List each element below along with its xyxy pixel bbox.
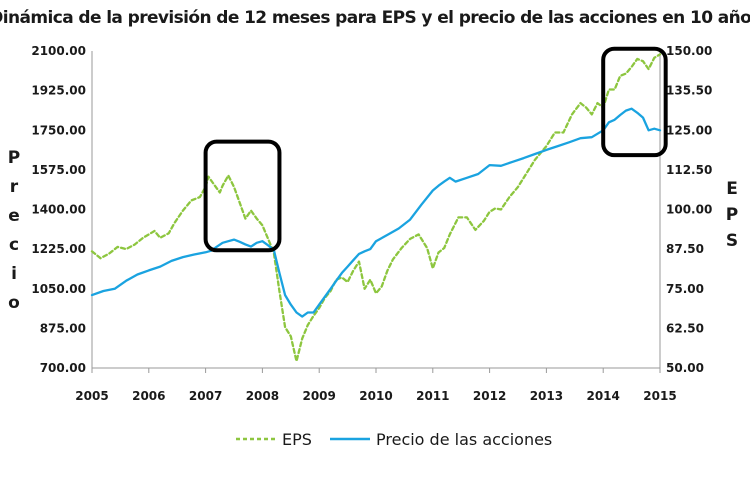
chart-title: Dinámica de la previsión de 12 meses par… [0,8,750,28]
legend-price-label: Precio de las acciones [376,430,552,449]
axis-label-letter: i [11,264,17,284]
x-tick-label: 2006 [132,389,165,403]
eps-series-line [90,53,662,363]
highlight-box-2 [601,46,668,158]
axis-label-letter: r [10,177,19,197]
axis-label-letter: P [8,148,20,168]
y-axis-left-ticks: 700.00 875.00 1050.00 1225.00 1400.00 1575.00… [31,44,86,375]
y-left-tick-label: 1925.00 [31,84,86,98]
x-tick-label: 2012 [473,389,506,403]
y-left-tick-label: 2100.00 [31,44,86,58]
price-series-line [90,107,662,318]
series-layer [90,53,662,363]
plot-frame [91,51,661,369]
axis-label-letter: E [726,179,738,199]
x-tick-label: 2007 [189,389,222,403]
y-axis-left-label: Precio [8,148,20,313]
annotation-layer [203,46,668,253]
x-tick-label: 2011 [416,389,449,403]
x-tick-label: 2015 [643,389,676,403]
y-left-tick-label: 1750.00 [31,123,86,137]
y-left-tick-label: 1225.00 [31,242,86,256]
y-right-tick-label: 87.50 [666,242,704,256]
highlight-box-1 [203,139,282,253]
y-left-tick-label: 700.00 [40,361,86,375]
y-right-tick-label: 75.00 [666,282,704,296]
x-tick-label: 2008 [246,389,279,403]
y-left-tick-label: 1400.00 [31,203,86,217]
y-right-tick-label: 62.50 [666,321,704,335]
x-tick-label: 2005 [75,389,108,403]
y-right-tick-label: 125.00 [666,123,712,137]
axis-label-letter: e [8,206,20,226]
x-tick-label: 2013 [530,389,563,403]
legend-eps-label: EPS [282,430,312,449]
y-right-tick-label: 150.00 [666,44,712,58]
y-left-tick-label: 1050.00 [31,282,86,296]
y-right-tick-label: 112.50 [666,163,712,177]
y-left-tick-label: 1575.00 [31,163,86,177]
y-left-tick-label: 875.00 [40,321,86,335]
axis-label-letter: P [726,205,738,225]
x-axis-ticks: 2005 2006 2007 2008 2009 2010 2011 2012 2013 2014… [75,368,677,403]
axis-label-letter: S [726,231,738,251]
x-tick-label: 2014 [586,389,619,403]
x-tick-label: 2009 [302,389,335,403]
legend: EPS Precio de las acciones [236,430,552,449]
y-right-tick-label: 135.50 [666,84,712,98]
y-right-tick-label: 100.00 [666,203,712,217]
y-axis-right-ticks: 50.00 62.50 75.00 87.50 100.00 112.50 125.00 13… [666,44,712,375]
x-tick-label: 2010 [359,389,392,403]
y-axis-right-label: EPS [726,179,738,251]
axis-label-letter: c [9,235,19,255]
y-right-tick-label: 50.00 [666,361,704,375]
axis-label-letter: o [8,293,20,313]
